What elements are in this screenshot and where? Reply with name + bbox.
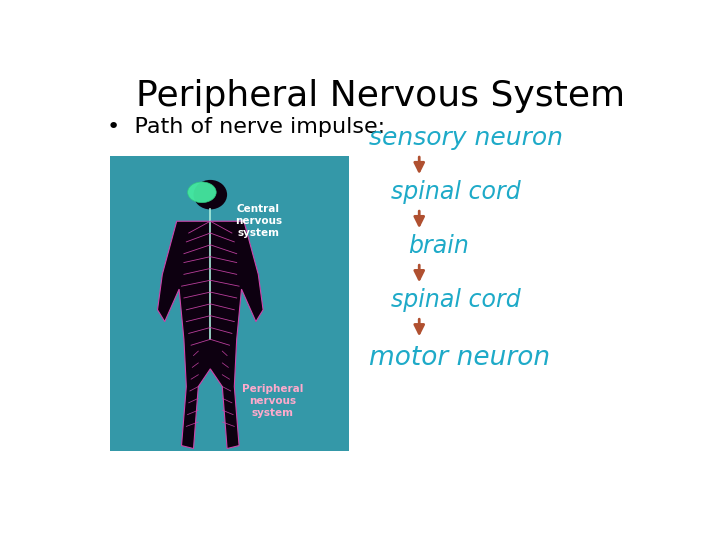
Ellipse shape xyxy=(188,182,216,202)
Text: Central
nervous
system: Central nervous system xyxy=(235,204,282,238)
Text: brain: brain xyxy=(408,234,469,258)
Text: motor neuron: motor neuron xyxy=(369,345,550,371)
Text: spinal cord: spinal cord xyxy=(392,180,521,204)
Ellipse shape xyxy=(194,180,227,210)
Text: spinal cord: spinal cord xyxy=(392,288,521,312)
Text: Peripheral Nervous System: Peripheral Nervous System xyxy=(135,79,625,113)
Polygon shape xyxy=(158,221,263,449)
Bar xyxy=(109,156,349,451)
Text: •  Path of nerve impulse:: • Path of nerve impulse: xyxy=(107,117,385,137)
Text: sensory neuron: sensory neuron xyxy=(369,126,563,150)
Text: Peripheral
nervous
system: Peripheral nervous system xyxy=(242,383,303,418)
